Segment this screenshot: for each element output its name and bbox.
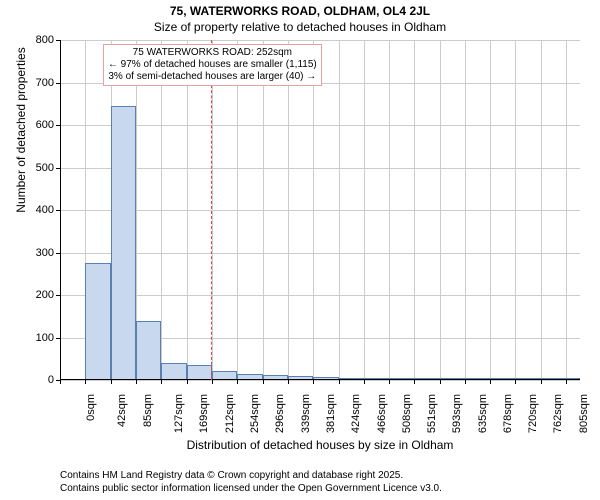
- gridline-horizontal: [60, 168, 580, 169]
- x-tick-label: 42sqm: [116, 394, 128, 427]
- callout-box: 75 WATERWORKS ROAD: 252sqm← 97% of detac…: [103, 44, 322, 86]
- gridline-vertical: [339, 40, 340, 380]
- gridline-vertical: [187, 40, 188, 380]
- x-tick-label: 466sqm: [376, 394, 388, 433]
- gridline-vertical: [515, 40, 516, 380]
- x-tick-label: 0sqm: [85, 394, 97, 421]
- gridline-vertical: [440, 40, 441, 380]
- gridline-vertical: [566, 40, 567, 380]
- x-axis-label: Distribution of detached houses by size …: [60, 438, 580, 452]
- y-axis-label: Number of detached properties: [14, 0, 28, 300]
- gridline-horizontal: [60, 295, 580, 296]
- x-tick-label: 381sqm: [325, 394, 337, 433]
- x-tick-label: 805sqm: [578, 394, 590, 433]
- y-tick-label: 700: [36, 77, 54, 89]
- x-tick-label: 85sqm: [142, 394, 154, 427]
- gridline-horizontal: [60, 125, 580, 126]
- gridline-vertical: [490, 40, 491, 380]
- histogram-bar: [85, 263, 111, 380]
- x-tick-label: 424sqm: [351, 394, 363, 433]
- x-tick-label: 296sqm: [274, 394, 286, 433]
- x-tick-label: 339sqm: [300, 394, 312, 433]
- gridline-vertical: [541, 40, 542, 380]
- histogram-bar: [187, 365, 212, 380]
- footer-attribution-1: Contains HM Land Registry data © Crown c…: [60, 470, 403, 481]
- gridline-horizontal: [60, 40, 580, 41]
- y-tick-label: 800: [36, 34, 54, 46]
- gridline-horizontal: [60, 380, 580, 381]
- x-tick-label: 508sqm: [401, 394, 413, 433]
- histogram-bar: [161, 363, 187, 380]
- gridline-vertical: [364, 40, 365, 380]
- y-tick-label: 600: [36, 119, 54, 131]
- gridline-vertical: [263, 40, 264, 380]
- x-tick-label: 254sqm: [249, 394, 261, 433]
- footer-attribution-2: Contains public sector information licen…: [60, 483, 442, 494]
- callout-line: 75 WATERWORKS ROAD: 252sqm: [108, 47, 317, 59]
- gridline-vertical: [389, 40, 390, 380]
- gridline-vertical: [161, 40, 162, 380]
- x-tick-label: 593sqm: [452, 394, 464, 433]
- gridline-vertical: [465, 40, 466, 380]
- y-tick-label: 300: [36, 247, 54, 259]
- histogram-bar: [111, 106, 136, 380]
- chart-subtitle: Size of property relative to detached ho…: [0, 20, 600, 34]
- y-tick-label: 200: [36, 289, 54, 301]
- x-tick-label: 720sqm: [527, 394, 539, 433]
- figure: 75, WATERWORKS ROAD, OLDHAM, OL4 2JL Siz…: [0, 0, 600, 500]
- callout-line: 3% of semi-detached houses are larger (4…: [108, 71, 317, 83]
- gridline-vertical: [414, 40, 415, 380]
- y-tick-label: 400: [36, 204, 54, 216]
- x-tick-label: 678sqm: [502, 394, 514, 433]
- gridline-vertical: [288, 40, 289, 380]
- x-tick-label: 551sqm: [426, 394, 438, 433]
- x-tick-label: 212sqm: [224, 394, 236, 433]
- gridline-horizontal: [60, 253, 580, 254]
- y-tick-label: 500: [36, 162, 54, 174]
- marker-line: [211, 40, 212, 380]
- gridline-horizontal: [60, 210, 580, 211]
- histogram-bar: [136, 321, 161, 381]
- x-tick-label: 169sqm: [198, 394, 210, 433]
- y-tick-label: 100: [36, 332, 54, 344]
- x-tick-label: 127sqm: [173, 394, 185, 433]
- plot-area: 75 WATERWORKS ROAD: 252sqm← 97% of detac…: [60, 40, 580, 380]
- x-tick-label: 762sqm: [553, 394, 565, 433]
- y-tick-label: 0: [48, 374, 54, 386]
- gridline-vertical: [237, 40, 238, 380]
- x-tick-label: 635sqm: [477, 394, 489, 433]
- gridline-vertical: [313, 40, 314, 380]
- gridline-vertical: [212, 40, 213, 380]
- callout-line: ← 97% of detached houses are smaller (1,…: [108, 59, 317, 71]
- chart-title-address: 75, WATERWORKS ROAD, OLDHAM, OL4 2JL: [0, 4, 600, 18]
